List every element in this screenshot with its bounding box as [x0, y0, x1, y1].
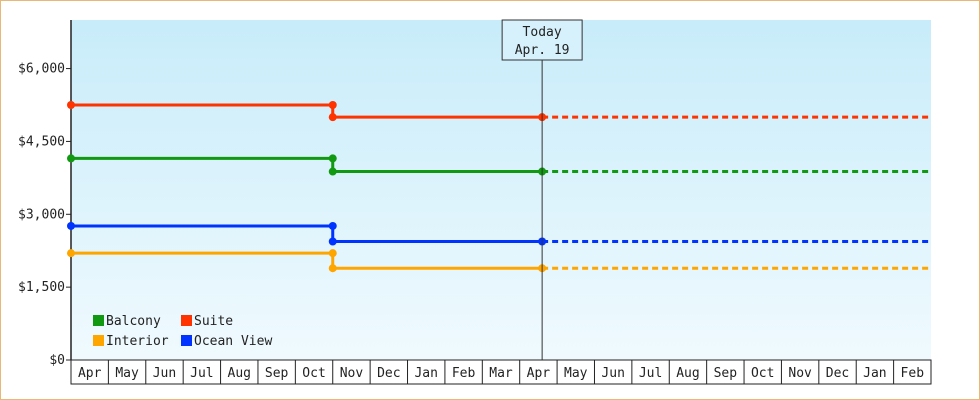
y-tick-label: $6,000 — [18, 62, 65, 77]
x-tick-label: Jul — [190, 366, 213, 381]
data-point — [328, 237, 337, 246]
legend-swatch — [181, 315, 192, 326]
legend-swatch — [93, 335, 104, 346]
data-point — [328, 154, 337, 163]
data-point — [328, 113, 337, 122]
today-box — [501, 19, 583, 61]
x-tick-label: Sep — [265, 366, 289, 381]
x-tick-label: Apr — [78, 366, 102, 381]
x-tick-label: Mar — [489, 366, 513, 381]
y-tick-label: $3,000 — [18, 207, 65, 222]
data-point — [67, 101, 75, 109]
y-tick-label: $4,500 — [18, 134, 65, 149]
legend-label: Ocean View — [194, 334, 272, 349]
series-line — [71, 224, 543, 243]
plot-background — [71, 20, 931, 360]
y-tick-label: $0 — [49, 353, 65, 368]
x-tick-label: Jan — [863, 366, 886, 381]
y-tick-label: $1,500 — [18, 280, 65, 295]
x-tick-label: Nov — [788, 366, 812, 381]
series-line — [71, 156, 543, 174]
x-tick-label: Sep — [714, 366, 738, 381]
x-tick-label: Jun — [601, 366, 624, 381]
legend-label: Balcony — [106, 314, 161, 329]
data-point — [67, 154, 75, 163]
today-marker: Today Apr. 19 — [501, 19, 583, 360]
series-line — [71, 103, 543, 119]
data-point — [328, 167, 337, 176]
x-tick-label: Dec — [377, 366, 400, 381]
legend-label: Suite — [194, 314, 233, 329]
x-tick-label: Jun — [153, 366, 176, 381]
x-tick-label: Aug — [676, 366, 699, 381]
data-point — [67, 221, 75, 230]
legend: Balcony Suite Interior Ocean View — [93, 314, 272, 349]
data-point — [328, 249, 337, 258]
x-tick-label: Feb — [452, 366, 476, 381]
x-tick-label: Dec — [826, 366, 849, 381]
x-tick-label: Apr — [527, 366, 551, 381]
y-axis: $0 $1,500 $3,000 $4,500 $6,000 — [18, 20, 72, 368]
x-tick-label: May — [564, 366, 588, 381]
x-tick-label: May — [115, 366, 139, 381]
x-axis-band — [70, 359, 932, 385]
legend-label: Interior — [106, 334, 169, 349]
legend-swatch — [93, 315, 104, 326]
x-tick-label: Feb — [901, 366, 925, 381]
series-line — [71, 251, 543, 270]
data-point — [328, 101, 337, 109]
x-tick-label: Jan — [414, 366, 437, 381]
today-date: Apr. 19 — [515, 43, 570, 58]
x-tick-label: Oct — [302, 366, 325, 381]
legend-swatch — [181, 335, 192, 346]
x-tick-label: Nov — [340, 366, 364, 381]
data-point — [328, 264, 337, 273]
data-point — [67, 249, 75, 258]
x-tick-label: Jul — [639, 366, 662, 381]
x-tick-label: Oct — [751, 366, 774, 381]
x-tick-label: Aug — [228, 366, 251, 381]
data-point — [328, 221, 337, 230]
series-lines — [67, 101, 931, 273]
today-label: Today — [523, 25, 562, 40]
x-axis: Apr May Jun Jul Aug Sep Oct Nov Dec Jan Feb Mar Apr M… — [70, 359, 932, 385]
